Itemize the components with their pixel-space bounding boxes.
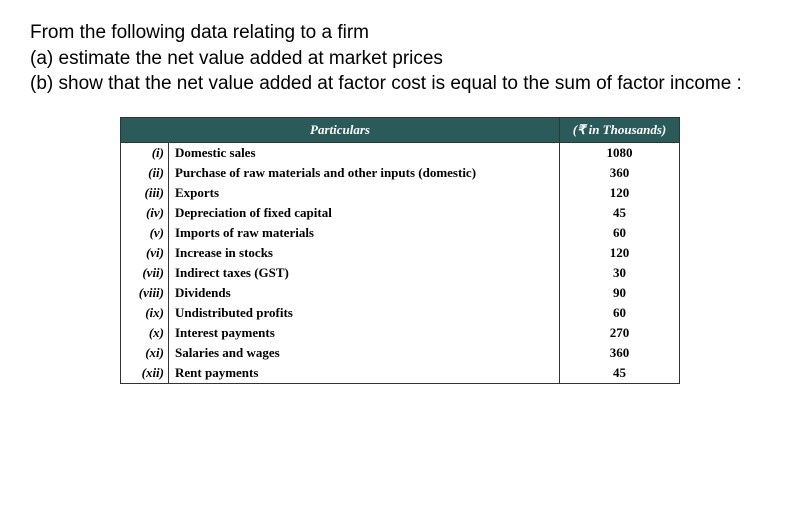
table-row: (xi) Salaries and wages 360	[121, 343, 680, 363]
row-val: 60	[560, 303, 680, 323]
question-intro: From the following data relating to a fi…	[30, 20, 770, 46]
row-val: 45	[560, 363, 680, 384]
header-particulars: Particulars	[121, 117, 560, 142]
question-part-a: (a) estimate the net value added at mark…	[30, 46, 770, 72]
table-row: (iv) Depreciation of fixed capital 45	[121, 203, 680, 223]
row-val: 1080	[560, 142, 680, 163]
table-row: (v) Imports of raw materials 60	[121, 223, 680, 243]
row-desc: Domestic sales	[169, 142, 560, 163]
row-desc: Undistributed profits	[169, 303, 560, 323]
row-desc: Purchase of raw materials and other inpu…	[169, 163, 560, 183]
table-row: (i) Domestic sales 1080	[121, 142, 680, 163]
row-val: 360	[560, 163, 680, 183]
table-container: Particulars (₹ in Thousands) (i) Domesti…	[30, 117, 770, 384]
table-body: (i) Domestic sales 1080 (ii) Purchase of…	[121, 142, 680, 383]
row-val: 60	[560, 223, 680, 243]
row-num: (ii)	[121, 163, 169, 183]
row-num: (iii)	[121, 183, 169, 203]
row-val: 30	[560, 263, 680, 283]
table-row: (xii) Rent payments 45	[121, 363, 680, 384]
question-block: From the following data relating to a fi…	[30, 20, 770, 97]
header-amount: (₹ in Thousands)	[560, 117, 680, 142]
row-desc: Dividends	[169, 283, 560, 303]
row-val: 360	[560, 343, 680, 363]
row-num: (x)	[121, 323, 169, 343]
row-desc: Rent payments	[169, 363, 560, 384]
row-desc: Exports	[169, 183, 560, 203]
table-row: (x) Interest payments 270	[121, 323, 680, 343]
row-num: (xi)	[121, 343, 169, 363]
table-row: (ix) Undistributed profits 60	[121, 303, 680, 323]
row-val: 90	[560, 283, 680, 303]
table-row: (vi) Increase in stocks 120	[121, 243, 680, 263]
table-row: (ii) Purchase of raw materials and other…	[121, 163, 680, 183]
row-desc: Indirect taxes (GST)	[169, 263, 560, 283]
row-num: (ix)	[121, 303, 169, 323]
row-desc: Salaries and wages	[169, 343, 560, 363]
row-desc: Depreciation of fixed capital	[169, 203, 560, 223]
row-desc: Increase in stocks	[169, 243, 560, 263]
row-num: (iv)	[121, 203, 169, 223]
question-part-b: (b) show that the net value added at fac…	[30, 71, 770, 97]
row-num: (i)	[121, 142, 169, 163]
data-table: Particulars (₹ in Thousands) (i) Domesti…	[120, 117, 680, 384]
row-num: (xii)	[121, 363, 169, 384]
table-row: (iii) Exports 120	[121, 183, 680, 203]
row-num: (v)	[121, 223, 169, 243]
row-val: 120	[560, 243, 680, 263]
row-num: (viii)	[121, 283, 169, 303]
table-row: (viii) Dividends 90	[121, 283, 680, 303]
row-desc: Imports of raw materials	[169, 223, 560, 243]
row-desc: Interest payments	[169, 323, 560, 343]
row-val: 120	[560, 183, 680, 203]
row-val: 45	[560, 203, 680, 223]
table-row: (vii) Indirect taxes (GST) 30	[121, 263, 680, 283]
table-header-row: Particulars (₹ in Thousands)	[121, 117, 680, 142]
row-val: 270	[560, 323, 680, 343]
row-num: (vi)	[121, 243, 169, 263]
row-num: (vii)	[121, 263, 169, 283]
